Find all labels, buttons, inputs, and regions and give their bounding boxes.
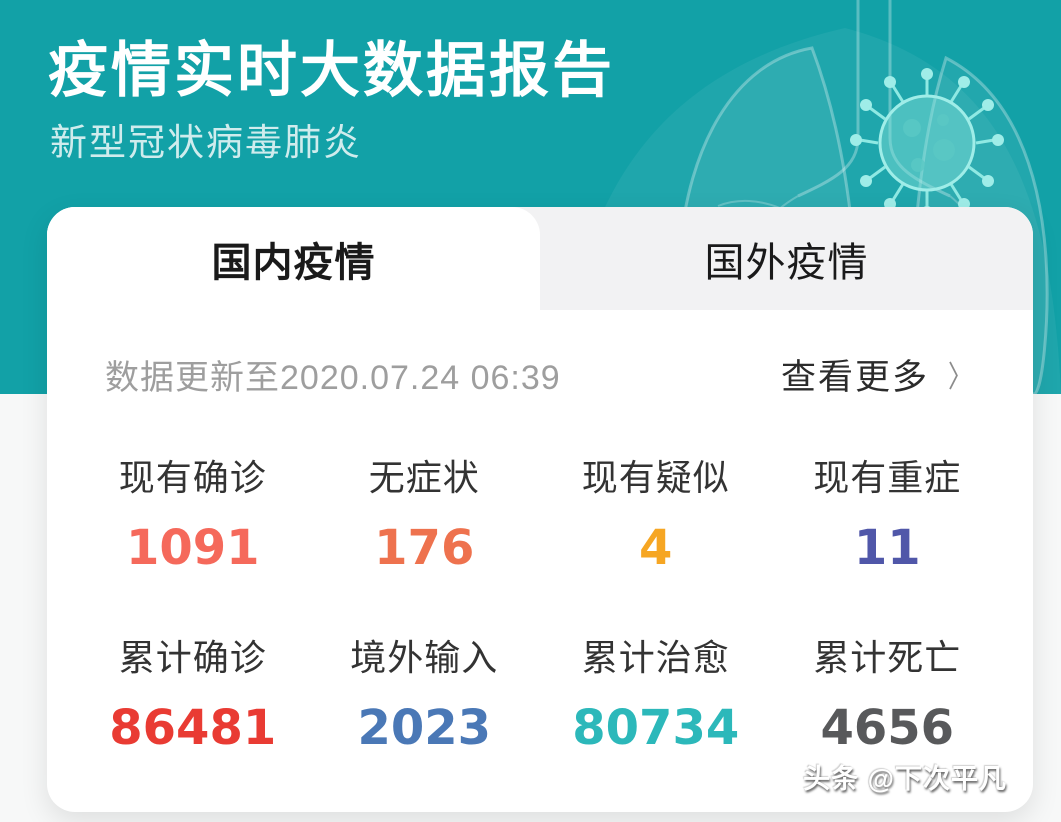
stat-label: 累计治愈 [581, 637, 730, 678]
stat-cumulative-deaths: 累计死亡 4656 [772, 637, 1004, 757]
chevron-right-icon: 〉 [948, 361, 972, 394]
stat-label: 累计死亡 [813, 637, 962, 678]
stat-value: 11 [853, 520, 921, 576]
epidemic-data-card: 国内疫情 国外疫情 数据更新至2020.07.24 06:39 查看更多 〉 现… [47, 207, 1033, 812]
stat-existing-confirmed: 现有确诊 1091 [77, 457, 309, 577]
view-more-label: 查看更多 [780, 357, 929, 397]
tab-bar: 国内疫情 国外疫情 [47, 207, 1033, 310]
tab-domestic[interactable]: 国内疫情 [47, 207, 540, 310]
stat-label: 累计确诊 [118, 637, 267, 678]
stat-existing-suspected: 现有疑似 4 [540, 457, 772, 577]
stat-label: 现有疑似 [581, 457, 730, 498]
page-title: 疫情实时大数据报告 [48, 37, 615, 104]
stat-value: 80734 [572, 700, 740, 756]
stat-value: 4 [639, 520, 673, 576]
page-subtitle: 新型冠状病毒肺炎 [50, 122, 362, 163]
stat-value: 4656 [820, 700, 955, 756]
stat-cumulative-confirmed: 累计确诊 86481 [77, 637, 309, 757]
view-more-link[interactable]: 查看更多 〉 [781, 349, 975, 400]
stat-value: 86481 [109, 700, 277, 756]
stat-label: 境外输入 [350, 637, 499, 678]
update-row: 数据更新至2020.07.24 06:39 查看更多 〉 [47, 354, 1033, 397]
stat-value: 176 [374, 520, 475, 576]
stat-existing-severe: 现有重症 11 [772, 457, 1004, 577]
stats-grid: 现有确诊 1091 无症状 176 现有疑似 4 现有重症 11 累计确诊 86… [47, 457, 1033, 757]
stat-value: 1091 [125, 520, 260, 576]
update-time-text: 数据更新至2020.07.24 06:39 [105, 358, 561, 397]
stat-imported: 境外输入 2023 [309, 637, 541, 757]
stat-value: 2023 [357, 700, 492, 756]
stat-asymptomatic: 无症状 176 [309, 457, 541, 577]
tab-foreign[interactable]: 国外疫情 [704, 240, 869, 285]
stat-label: 现有重症 [813, 457, 962, 498]
watermark: 头条 @下次平凡 [803, 764, 1007, 794]
stat-label: 现有确诊 [118, 457, 267, 498]
stat-cumulative-cured: 累计治愈 80734 [540, 637, 772, 757]
stat-label: 无症状 [368, 457, 480, 498]
